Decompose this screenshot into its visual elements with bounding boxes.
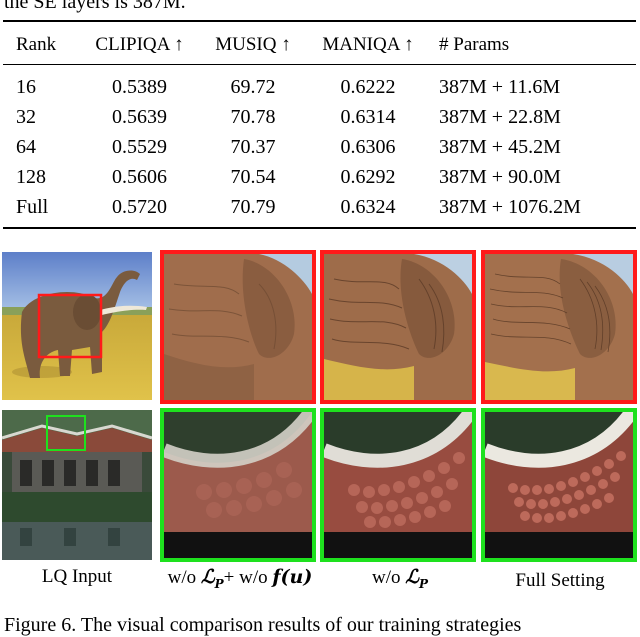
cell-maniqa: 0.6306 xyxy=(340,136,396,158)
table-bottom-rule xyxy=(3,227,636,229)
caption-full-setting: Full Setting xyxy=(515,570,605,591)
table-top-rule xyxy=(3,20,636,22)
cell-params: 387M + 22.8M xyxy=(439,106,561,128)
caption-wo-prefix: w/o xyxy=(167,567,201,588)
cell-musiq: 70.54 xyxy=(230,166,276,188)
caption-wo-mid: + w/o xyxy=(223,567,273,588)
cell-params: 387M + 90.0M xyxy=(439,166,561,188)
cell-clipiqa: 0.5639 xyxy=(112,106,167,128)
cell-clipiqa: 0.5606 xyxy=(112,166,167,188)
loss-symbol: ℒ xyxy=(200,566,215,588)
cell-clipiqa: 0.5720 xyxy=(112,196,167,218)
cell-rank: 16 xyxy=(16,76,36,98)
cell-maniqa: 0.6222 xyxy=(340,76,396,98)
crop-pavilion-full xyxy=(481,408,637,562)
header-params: # Params xyxy=(439,34,510,55)
header-maniqa: MANIQA ↑ xyxy=(322,34,414,55)
preceding-text-line: the SE layers is 387M. xyxy=(4,0,186,13)
cell-rank: Full xyxy=(16,196,49,218)
crop-elephant-wo-both xyxy=(160,250,316,404)
caption-wo-lp: w/o ℒP xyxy=(330,566,470,591)
results-table: Rank CLIPIQA ↑ MUSIQ ↑ MANIQA ↑ # Params… xyxy=(0,0,640,240)
header-musiq: MUSIQ ↑ xyxy=(215,34,291,55)
crop-elephant-wo-lp xyxy=(320,250,476,404)
cell-maniqa: 0.6292 xyxy=(340,166,396,188)
loss-subscript: P xyxy=(214,576,224,591)
cell-rank: 32 xyxy=(16,106,36,128)
caption-lq-input: LQ Input xyxy=(41,566,113,587)
header-rank: Rank xyxy=(16,34,57,55)
lq-pavilion-image xyxy=(2,410,152,560)
crop-pavilion-wo-lp xyxy=(320,408,476,562)
caption-wo-both: w/o ℒP+ w/o f(u) xyxy=(160,566,320,591)
header-clipiqa: CLIPIQA ↑ xyxy=(95,34,184,55)
cell-maniqa: 0.6314 xyxy=(340,106,396,128)
function-symbol: f(u) xyxy=(272,566,313,588)
cell-musiq: 70.37 xyxy=(230,136,276,158)
cell-params: 387M + 11.6M xyxy=(439,76,561,98)
crop-elephant-full xyxy=(481,250,637,404)
caption-wo-prefix: w/o xyxy=(372,567,406,588)
cell-musiq: 70.79 xyxy=(230,196,276,218)
loss-subscript: P xyxy=(418,576,428,591)
comparison-figure: LQ Input w/o ℒP+ w/o f(u) w/o ℒP Full Se… xyxy=(0,246,640,636)
cell-params: 387M + 1076.2M xyxy=(439,196,581,218)
cell-rank: 128 xyxy=(16,166,46,188)
cell-musiq: 70.78 xyxy=(230,106,276,128)
cell-maniqa: 0.6324 xyxy=(340,196,396,218)
cell-clipiqa: 0.5389 xyxy=(112,76,167,98)
table-header-rule xyxy=(3,64,636,65)
cell-params: 387M + 45.2M xyxy=(439,136,561,158)
cell-musiq: 69.72 xyxy=(230,76,276,98)
crop-pavilion-wo-both xyxy=(160,408,316,562)
lq-elephant-image xyxy=(2,252,152,400)
cell-clipiqa: 0.5529 xyxy=(112,136,167,158)
cell-rank: 64 xyxy=(16,136,36,158)
loss-symbol: ℒ xyxy=(405,566,419,588)
